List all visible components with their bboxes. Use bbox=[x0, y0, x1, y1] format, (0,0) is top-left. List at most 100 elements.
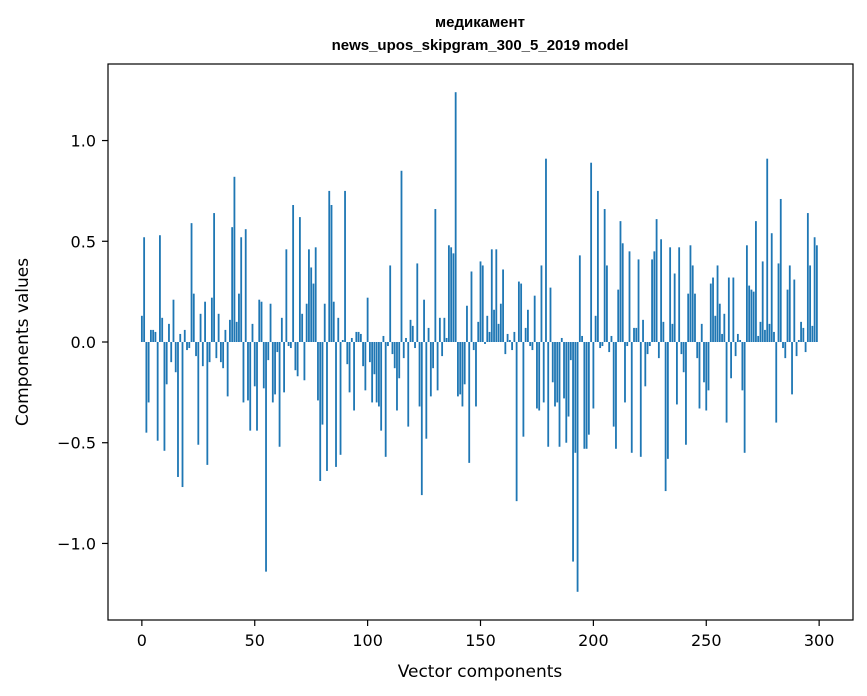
bar-component-43 bbox=[238, 293, 240, 342]
bar-component-214 bbox=[624, 342, 626, 403]
bar-component-277 bbox=[766, 158, 769, 342]
bar-component-78 bbox=[317, 342, 319, 401]
bar-component-143 bbox=[463, 342, 466, 385]
bar-component-5 bbox=[152, 329, 155, 342]
bar-component-147 bbox=[472, 342, 475, 351]
bar-component-273 bbox=[757, 335, 760, 342]
bar-component-99 bbox=[364, 342, 367, 391]
bar-component-7 bbox=[156, 342, 159, 441]
bar-component-242 bbox=[687, 293, 690, 342]
bar-component-266 bbox=[741, 342, 744, 391]
bar-component-246 bbox=[696, 342, 699, 359]
bar-component-188 bbox=[565, 342, 568, 443]
bar-component-52 bbox=[258, 299, 261, 342]
bar-component-228 bbox=[655, 219, 658, 342]
bar-component-225 bbox=[648, 342, 651, 347]
bar-component-220 bbox=[637, 259, 640, 342]
bar-component-60 bbox=[276, 342, 279, 353]
bar-component-1 bbox=[143, 237, 146, 342]
bar-component-134 bbox=[443, 317, 446, 342]
bar-component-297 bbox=[811, 325, 814, 342]
bar-component-172 bbox=[529, 342, 532, 347]
bar-component-192 bbox=[574, 342, 577, 453]
bar-component-263 bbox=[734, 342, 737, 357]
bar-component-123 bbox=[418, 342, 421, 407]
bar-component-152 bbox=[484, 342, 486, 345]
bar-component-184 bbox=[556, 342, 559, 403]
bar-component-211 bbox=[617, 289, 620, 342]
bar-component-0 bbox=[140, 315, 143, 342]
bar-component-274 bbox=[759, 321, 762, 342]
bar-component-2 bbox=[145, 342, 148, 433]
bar-component-203 bbox=[599, 342, 602, 349]
bar-component-140 bbox=[457, 342, 459, 397]
bar-component-240 bbox=[682, 342, 685, 373]
bar-component-270 bbox=[750, 289, 753, 342]
bar-component-241 bbox=[685, 342, 687, 445]
bar-component-262 bbox=[732, 277, 735, 342]
bar-component-146 bbox=[470, 271, 473, 342]
bar-component-108 bbox=[384, 342, 387, 457]
bar-component-201 bbox=[594, 315, 597, 342]
bar-component-18 bbox=[181, 342, 184, 488]
bar-component-245 bbox=[694, 293, 696, 342]
bar-component-128 bbox=[429, 342, 432, 397]
bar-component-130 bbox=[434, 209, 437, 342]
bar-component-218 bbox=[633, 327, 635, 342]
bar-component-86 bbox=[335, 342, 337, 467]
x-tick-label-2: 100 bbox=[352, 631, 383, 650]
bar-component-13 bbox=[170, 342, 173, 363]
bar-component-196 bbox=[583, 342, 586, 449]
bar-component-114 bbox=[398, 342, 401, 379]
bar-component-186 bbox=[560, 337, 563, 342]
x-tick-label-5: 250 bbox=[691, 631, 722, 650]
bar-component-269 bbox=[748, 285, 751, 342]
bar-component-122 bbox=[416, 263, 419, 342]
bars bbox=[140, 92, 818, 592]
bar-component-63 bbox=[283, 342, 285, 393]
bar-component-84 bbox=[330, 205, 333, 342]
bar-component-27 bbox=[201, 342, 204, 367]
bar-component-248 bbox=[700, 323, 703, 342]
x-tick-label-0: 0 bbox=[137, 631, 147, 650]
x-axis-ticks: 0 50 100 150 200 250 300 bbox=[137, 620, 834, 650]
bar-component-237 bbox=[676, 342, 678, 405]
bar-component-42 bbox=[235, 321, 238, 342]
bar-component-189 bbox=[567, 342, 570, 417]
x-axis-label: Vector components bbox=[398, 662, 563, 682]
chart-title-line-1: медикамент bbox=[435, 14, 525, 31]
plot-frame bbox=[107, 63, 854, 621]
bar-component-92 bbox=[348, 342, 351, 393]
bar-component-168 bbox=[520, 283, 523, 342]
y-axis-label: Components values bbox=[13, 258, 33, 426]
bar-component-135 bbox=[445, 337, 448, 342]
bar-component-280 bbox=[773, 331, 775, 342]
bar-component-155 bbox=[490, 249, 493, 342]
bar-component-177 bbox=[540, 265, 543, 342]
bar-component-232 bbox=[664, 342, 667, 492]
bar-component-272 bbox=[755, 221, 757, 342]
bar-component-58 bbox=[271, 342, 274, 403]
bar-component-15 bbox=[174, 342, 177, 373]
bar-component-83 bbox=[328, 190, 331, 342]
bar-component-110 bbox=[389, 265, 392, 342]
bar-component-30 bbox=[208, 342, 211, 363]
bar-component-233 bbox=[666, 342, 669, 459]
bar-component-20 bbox=[186, 342, 188, 351]
bar-component-286 bbox=[786, 289, 789, 342]
bar-component-81 bbox=[323, 303, 326, 342]
bar-component-171 bbox=[527, 309, 529, 342]
bar-component-180 bbox=[547, 342, 550, 447]
bar-component-32 bbox=[213, 213, 216, 342]
bar-component-149 bbox=[477, 321, 480, 342]
bar-component-243 bbox=[689, 245, 692, 342]
bar-component-213 bbox=[621, 243, 624, 342]
bar-component-166 bbox=[515, 342, 518, 502]
bar-component-239 bbox=[680, 342, 683, 355]
bar-component-6 bbox=[154, 331, 157, 342]
bar-component-8 bbox=[159, 235, 161, 342]
bar-component-165 bbox=[513, 331, 516, 342]
bar-component-174 bbox=[533, 295, 536, 342]
bar-component-65 bbox=[287, 342, 290, 347]
